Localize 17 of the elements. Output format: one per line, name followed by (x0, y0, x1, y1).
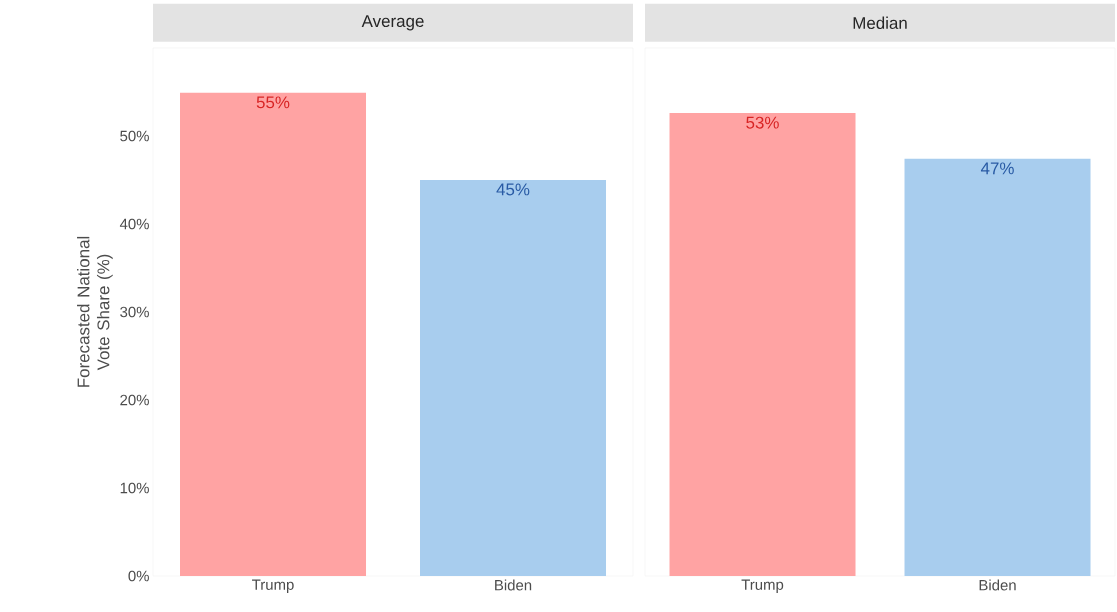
data-label: 47% (980, 162, 1014, 175)
x-tick-label: Trump (741, 579, 784, 593)
chart-title: Average (361, 15, 424, 31)
data-label: 53% (746, 116, 779, 129)
x-tick-label: Trump (252, 579, 294, 593)
y-tick-label: 10% (120, 482, 149, 494)
y-tick-label: 50% (120, 130, 149, 142)
y-axis-title: Forecasted National Vote Share (%) (77, 236, 113, 387)
x-tick-label: Biden (979, 579, 1016, 591)
y-tick-label: 0% (128, 570, 149, 582)
x-tick-label: Biden (495, 579, 532, 591)
data-label: 55% (256, 96, 290, 109)
chart-title: Median (853, 16, 907, 30)
y-tick-label: 20% (120, 394, 149, 406)
data-label: 45% (496, 183, 530, 196)
y-tick-label: 40% (119, 218, 149, 230)
y-tick-label: 30% (120, 306, 149, 318)
